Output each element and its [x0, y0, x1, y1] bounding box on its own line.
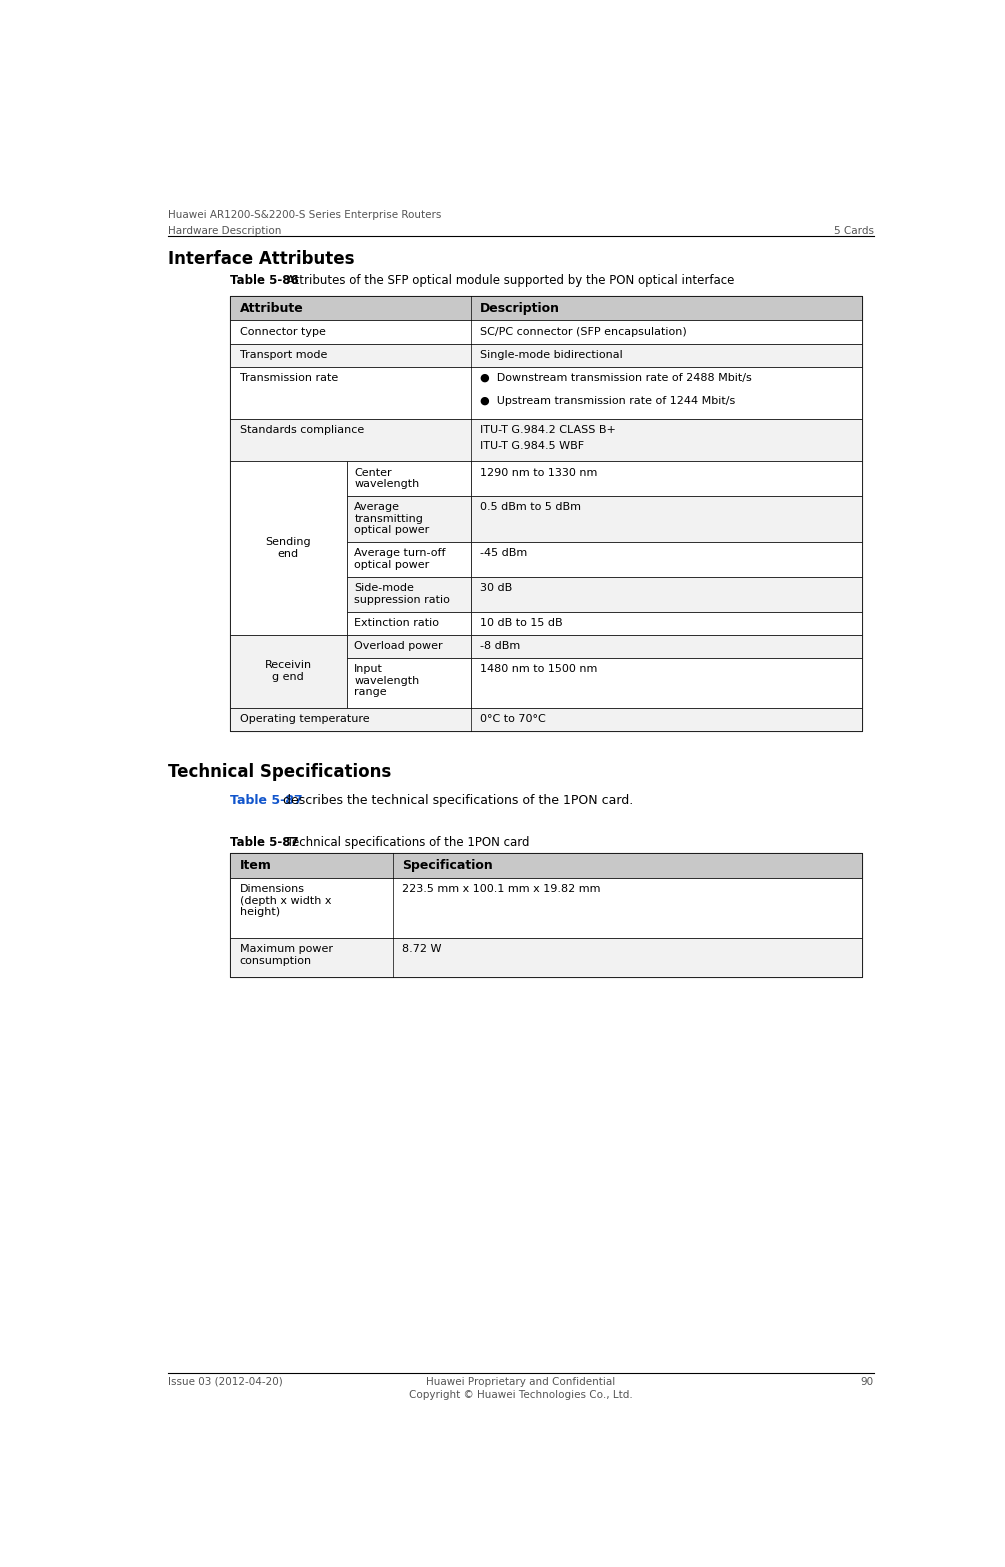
Text: Specification: Specification [402, 859, 493, 873]
Bar [230, 461, 347, 635]
Text: Attribute: Attribute [239, 302, 304, 315]
Text: Item: Item [239, 859, 271, 873]
Text: Description: Description [479, 302, 560, 315]
Text: Connector type: Connector type [239, 326, 326, 337]
Bar [230, 854, 862, 878]
Bar [230, 708, 862, 730]
Bar [347, 542, 470, 577]
Text: Technical Specifications: Technical Specifications [168, 763, 392, 782]
Text: Extinction ratio: Extinction ratio [354, 617, 439, 628]
Text: 1290 nm to 1330 nm: 1290 nm to 1330 nm [479, 467, 597, 478]
Text: ●  Upstream transmission rate of 1244 Mbit/s: ● Upstream transmission rate of 1244 Mbi… [479, 396, 735, 406]
Text: Transport mode: Transport mode [239, 349, 327, 360]
Text: Sending
end: Sending end [265, 537, 312, 559]
Text: Issue 03 (2012-04-20): Issue 03 (2012-04-20) [168, 1377, 283, 1387]
Bar [347, 497, 470, 542]
Text: Table 5-86: Table 5-86 [230, 274, 299, 287]
Text: 0°C to 70°C: 0°C to 70°C [479, 715, 546, 724]
Text: 1480 nm to 1500 nm: 1480 nm to 1500 nm [479, 664, 597, 674]
Bar [230, 635, 347, 708]
Text: Side-mode
suppression ratio: Side-mode suppression ratio [354, 583, 450, 605]
Text: 90: 90 [860, 1377, 873, 1387]
Text: Dimensions
(depth x width x
height): Dimensions (depth x width x height) [239, 884, 331, 917]
Bar [230, 343, 862, 367]
Bar [230, 296, 862, 321]
Bar [230, 878, 862, 939]
Bar [347, 611, 470, 635]
Text: Operating temperature: Operating temperature [239, 715, 369, 724]
Text: SC/PC connector (SFP encapsulation): SC/PC connector (SFP encapsulation) [479, 326, 686, 337]
Bar [470, 542, 862, 577]
Text: Center
wavelength: Center wavelength [354, 467, 419, 489]
Bar [470, 611, 862, 635]
Text: ●  Downstream transmission rate of 2488 Mbit/s: ● Downstream transmission rate of 2488 M… [479, 373, 752, 382]
Bar [230, 418, 862, 461]
Bar [470, 635, 862, 658]
Bar [470, 577, 862, 611]
Text: Table 5-87: Table 5-87 [230, 794, 303, 807]
Text: Maximum power
consumption: Maximum power consumption [239, 945, 333, 965]
Text: Transmission rate: Transmission rate [239, 373, 338, 382]
Bar [470, 461, 862, 497]
Text: ITU-T G.984.5 WBF: ITU-T G.984.5 WBF [479, 440, 584, 451]
Text: Overload power: Overload power [354, 641, 443, 650]
Text: ITU-T G.984.2 CLASS B+: ITU-T G.984.2 CLASS B+ [479, 425, 616, 436]
Bar [230, 939, 862, 976]
Text: Attributes of the SFP optical module supported by the PON optical interface: Attributes of the SFP optical module sup… [283, 274, 735, 287]
Bar [230, 296, 862, 730]
Bar [230, 367, 862, 418]
Text: Average turn-off
optical power: Average turn-off optical power [354, 548, 446, 570]
Text: 8.72 W: 8.72 W [402, 945, 442, 954]
Text: 223.5 mm x 100.1 mm x 19.82 mm: 223.5 mm x 100.1 mm x 19.82 mm [402, 884, 601, 895]
Text: 5 Cards: 5 Cards [833, 226, 873, 235]
Text: Input
wavelength
range: Input wavelength range [354, 664, 419, 697]
Bar [230, 854, 862, 976]
Text: -8 dBm: -8 dBm [479, 641, 520, 650]
Text: 10 dB to 15 dB: 10 dB to 15 dB [479, 617, 563, 628]
Text: describes the technical specifications of the 1PON card.: describes the technical specifications o… [279, 794, 633, 807]
Text: 30 dB: 30 dB [479, 583, 513, 592]
Text: Standards compliance: Standards compliance [239, 425, 364, 436]
Text: -45 dBm: -45 dBm [479, 548, 527, 558]
Text: Table 5-87: Table 5-87 [230, 837, 298, 849]
Text: Receivin
g end: Receivin g end [264, 660, 312, 682]
Bar [470, 658, 862, 708]
Text: Hardware Description: Hardware Description [168, 226, 281, 235]
Bar [347, 461, 470, 497]
Text: Average
transmitting
optical power: Average transmitting optical power [354, 501, 429, 536]
Text: Huawei Proprietary and Confidential: Huawei Proprietary and Confidential [426, 1377, 615, 1387]
Bar [347, 635, 470, 658]
Bar [347, 577, 470, 611]
Text: Technical specifications of the 1PON card: Technical specifications of the 1PON car… [283, 837, 530, 849]
Bar [470, 497, 862, 542]
Text: Single-mode bidirectional: Single-mode bidirectional [479, 349, 622, 360]
Bar [230, 321, 862, 343]
Bar [347, 658, 470, 708]
Text: Copyright © Huawei Technologies Co., Ltd.: Copyright © Huawei Technologies Co., Ltd… [409, 1390, 633, 1399]
Text: Huawei AR1200-S&2200-S Series Enterprise Routers: Huawei AR1200-S&2200-S Series Enterprise… [168, 210, 441, 221]
Text: 0.5 dBm to 5 dBm: 0.5 dBm to 5 dBm [479, 501, 581, 512]
Text: Interface Attributes: Interface Attributes [168, 249, 355, 268]
